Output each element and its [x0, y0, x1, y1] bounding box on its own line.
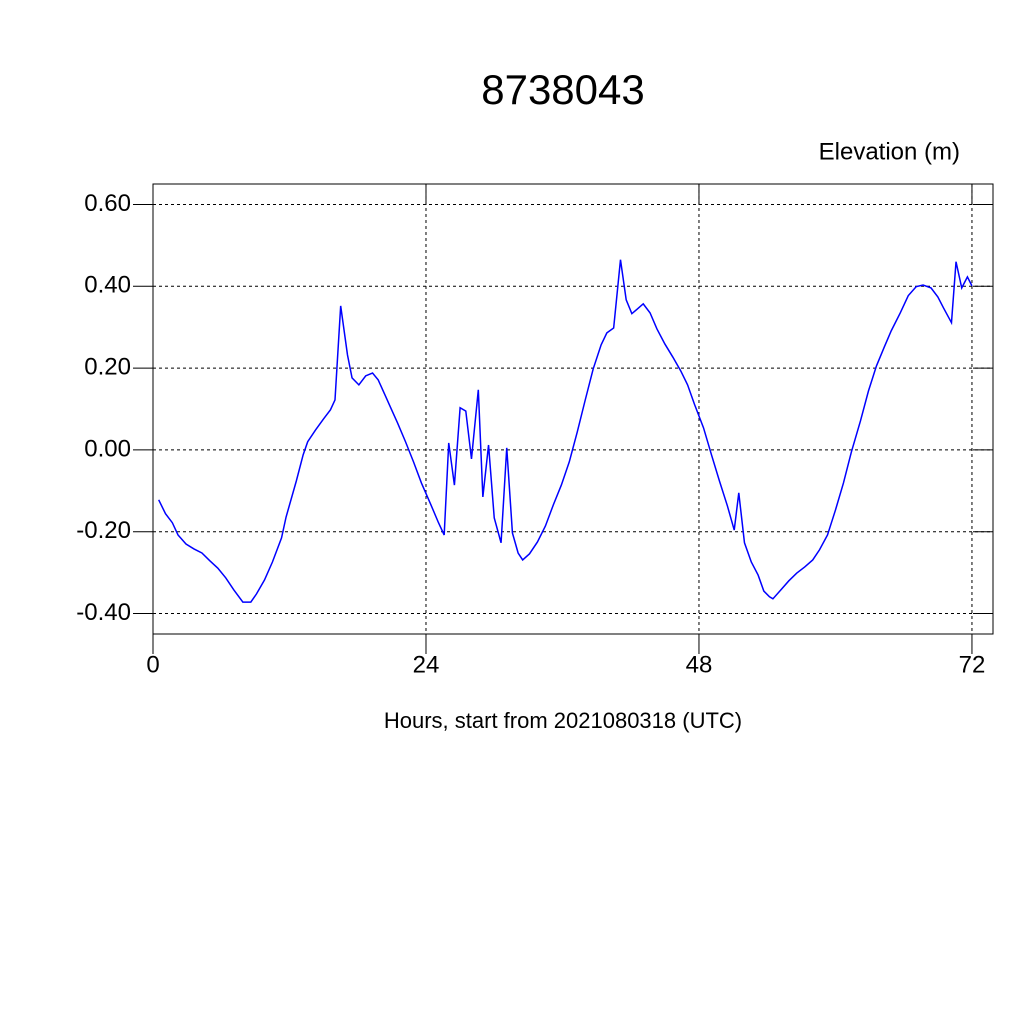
x-tick-label: 24 — [413, 651, 440, 678]
x-tick-label: 72 — [959, 651, 986, 678]
chart-title: 8738043 — [481, 66, 645, 113]
y-tick-label: -0.40 — [76, 599, 131, 626]
y-tick-label: -0.20 — [76, 517, 131, 544]
x-axis-label: Hours, start from 2021080318 (UTC) — [384, 708, 742, 733]
x-tick-label: 48 — [686, 651, 713, 678]
plot-frame — [152, 183, 994, 635]
data-line — [158, 259, 973, 603]
subtitle: Elevation (m) — [819, 138, 960, 165]
y-tick-label: 0.40 — [84, 272, 131, 299]
y-tick-label: 0.20 — [84, 353, 131, 380]
y-tick-label: 0.60 — [84, 190, 131, 217]
y-tick-label: 0.00 — [84, 435, 131, 462]
x-tick-label: 0 — [146, 651, 159, 678]
